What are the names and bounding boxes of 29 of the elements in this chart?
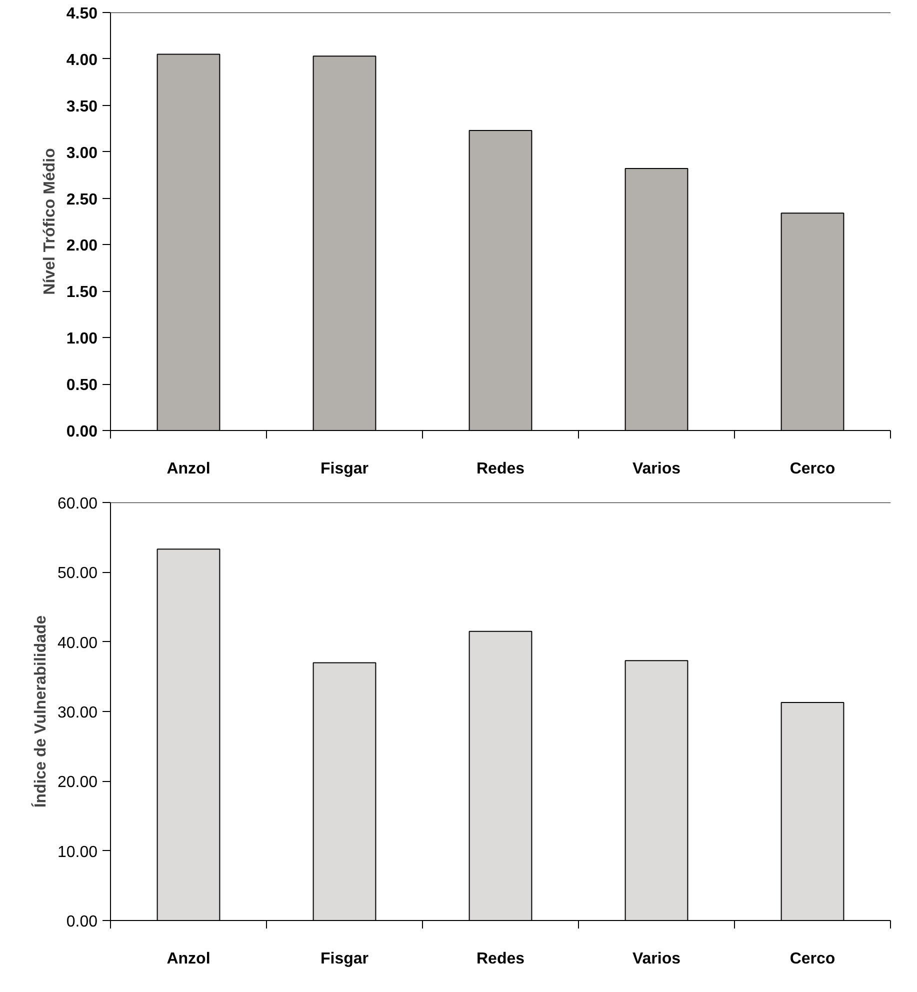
- y-tick-label: 1.00: [66, 330, 98, 348]
- y-tick-label: 40.00: [57, 634, 98, 652]
- x-tick-label: Cerco: [790, 950, 836, 968]
- y-tick-label: 3.50: [66, 98, 98, 116]
- x-tick-label: Fisgar: [320, 950, 369, 968]
- x-tick-label: Anzol: [166, 950, 210, 968]
- x-tick-label: Cerco: [790, 460, 836, 478]
- y-tick-label: 4.50: [66, 6, 98, 22]
- y-tick-label: 0.00: [66, 914, 98, 930]
- y-tick-label: 60.00: [57, 496, 98, 512]
- x-tick-label: Anzol: [166, 460, 210, 478]
- y-tick-label: 2.00: [66, 238, 98, 255]
- y-tick-label: 0.50: [66, 377, 98, 394]
- x-tick-label: Redes: [476, 950, 525, 968]
- y-tick-label: 20.00: [57, 774, 98, 792]
- y-axis-title: Nível Trófico Médio: [41, 148, 58, 295]
- y-axis-title: Índice de Vulnerabilidade: [30, 615, 50, 808]
- y-tick-label: 50.00: [57, 565, 98, 582]
- y-tick-label: 10.00: [57, 844, 98, 861]
- y-tick-label: 2.50: [66, 191, 98, 208]
- y-tick-label: 4.00: [66, 52, 98, 69]
- y-tick-label: 0.00: [66, 424, 98, 440]
- x-tick-label: Redes: [476, 460, 525, 478]
- x-tick-label: Varios: [632, 950, 681, 968]
- x-tick-label: Varios: [632, 460, 681, 478]
- y-tick-label: 3.00: [66, 144, 98, 162]
- x-tick-label: Fisgar: [320, 460, 369, 478]
- y-tick-label: 1.50: [66, 284, 98, 302]
- y-tick-label: 30.00: [57, 704, 98, 722]
